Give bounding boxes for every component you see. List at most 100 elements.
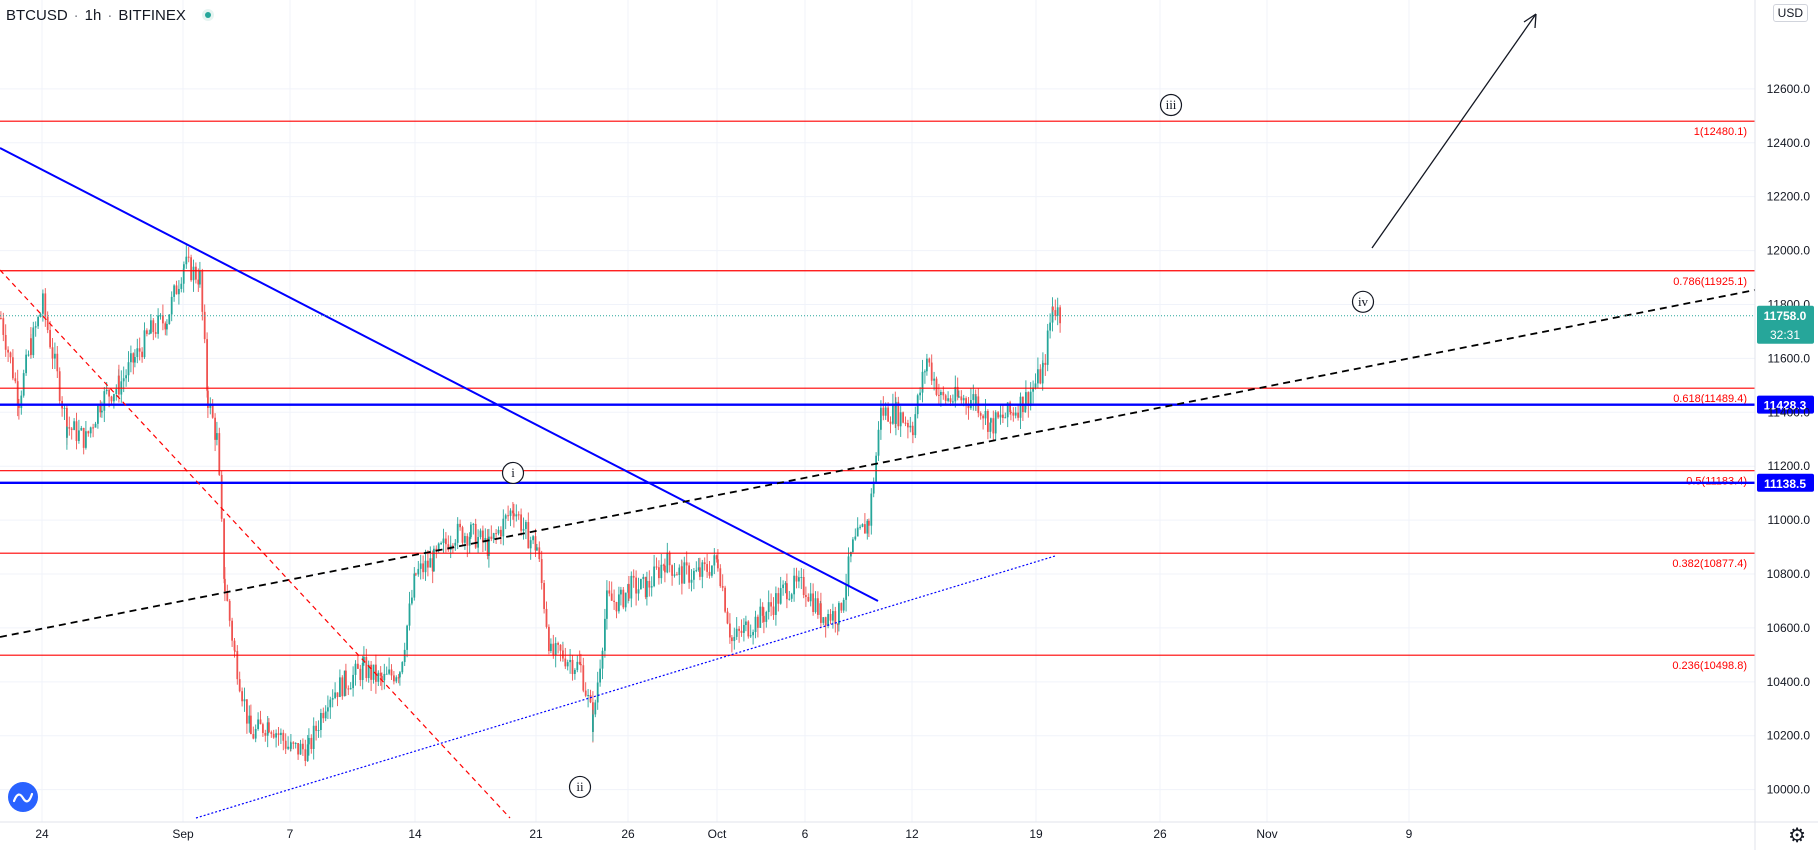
candle-body	[836, 623, 839, 625]
candle-body	[427, 560, 429, 568]
candle-body	[502, 518, 505, 537]
candle-body	[136, 348, 139, 358]
symbol-label[interactable]: BTCUSD	[6, 6, 68, 24]
candle-body	[459, 523, 461, 528]
candle-body	[268, 722, 270, 733]
candle-body	[1046, 330, 1049, 365]
candle-body	[701, 562, 704, 577]
candle-body	[125, 375, 127, 379]
candle-body	[640, 579, 642, 590]
candle-body	[548, 626, 550, 651]
candle-body	[628, 584, 630, 599]
level-price-badge-label: 11428.3	[1764, 399, 1807, 413]
candle-body	[1027, 392, 1030, 407]
price-tick-label: 11600.0	[1768, 351, 1811, 365]
candle-body	[429, 558, 432, 568]
interval-label[interactable]: 1h	[84, 6, 102, 24]
candle-body	[962, 398, 965, 401]
candle-body	[92, 427, 94, 429]
candle-body	[587, 694, 589, 696]
candle-body	[488, 536, 490, 556]
dotted-support-line	[195, 555, 1056, 819]
candle-body	[940, 391, 942, 395]
time-tick-label: 26	[621, 827, 635, 841]
candle-body	[554, 643, 557, 656]
candle-body	[1056, 307, 1059, 316]
candle-body	[938, 394, 940, 396]
candle-body	[520, 514, 522, 531]
candle-body	[956, 386, 959, 397]
candle-body	[928, 358, 931, 363]
candle-body	[805, 595, 807, 597]
candle-body	[415, 573, 417, 575]
candle-body	[361, 662, 364, 681]
candle-body	[972, 394, 975, 401]
candle-body	[738, 628, 740, 631]
candle-body	[310, 737, 313, 749]
fib-level-label: 0.236(10498.8)	[1672, 660, 1747, 672]
candle-body	[226, 591, 229, 601]
candle-body	[275, 733, 277, 738]
price-tick-label: 12400.0	[1767, 136, 1811, 150]
candle-body	[287, 746, 289, 749]
tradingview-logo-icon[interactable]	[8, 782, 38, 812]
candle-body	[63, 407, 66, 409]
candle-body	[238, 679, 241, 692]
candle-body	[32, 327, 35, 356]
gear-icon[interactable]: ⚙	[1788, 825, 1806, 847]
candle-body	[280, 732, 282, 736]
candle-body	[359, 668, 362, 681]
candle-body	[954, 386, 957, 402]
candle-body	[7, 349, 9, 353]
candle-body	[224, 578, 226, 592]
candle-body	[411, 597, 413, 604]
candle-body	[401, 662, 404, 673]
candle-body	[529, 540, 532, 549]
candle-body	[143, 330, 146, 358]
candle-body	[397, 677, 400, 679]
descending-trend-line	[0, 147, 879, 602]
candle-body	[110, 396, 113, 402]
candle-body	[566, 662, 569, 667]
candle-body	[331, 698, 334, 700]
candle-body	[497, 529, 500, 534]
market-status-dot-icon	[201, 9, 214, 21]
candle-body	[365, 657, 368, 679]
candle-body	[809, 593, 812, 602]
candle-body	[122, 378, 125, 382]
candle-body	[822, 617, 825, 623]
candle-body	[875, 455, 877, 482]
candle-body	[97, 405, 99, 424]
candle-body	[685, 562, 688, 566]
candle-body	[312, 725, 315, 749]
candle-body	[108, 389, 110, 397]
candle-body	[82, 427, 85, 448]
candle-body	[914, 414, 917, 436]
candle-body	[164, 323, 167, 330]
candle-body	[228, 600, 231, 621]
candle-body	[749, 635, 752, 637]
currency-button[interactable]: USD	[1772, 4, 1808, 22]
candle-body	[78, 430, 80, 441]
candle-body	[635, 577, 637, 594]
candle-body	[490, 536, 493, 539]
candle-body	[637, 589, 640, 594]
candle-body	[377, 672, 380, 682]
candle-body	[320, 712, 322, 730]
candle-body	[27, 354, 30, 356]
candle-body	[456, 523, 459, 543]
candle-body	[767, 602, 770, 613]
last-price-badge	[1757, 305, 1814, 344]
wave-label-text: ii	[576, 779, 584, 794]
candle-body	[1019, 396, 1022, 418]
candle-body	[259, 719, 262, 725]
candle-body	[703, 562, 706, 565]
candle-body	[270, 732, 273, 734]
candle-body	[540, 559, 543, 583]
candle-body	[671, 565, 673, 576]
wave-label-circle	[1159, 93, 1183, 117]
candle-body	[272, 733, 275, 738]
candle-body	[507, 515, 509, 517]
candle-body	[668, 552, 671, 566]
